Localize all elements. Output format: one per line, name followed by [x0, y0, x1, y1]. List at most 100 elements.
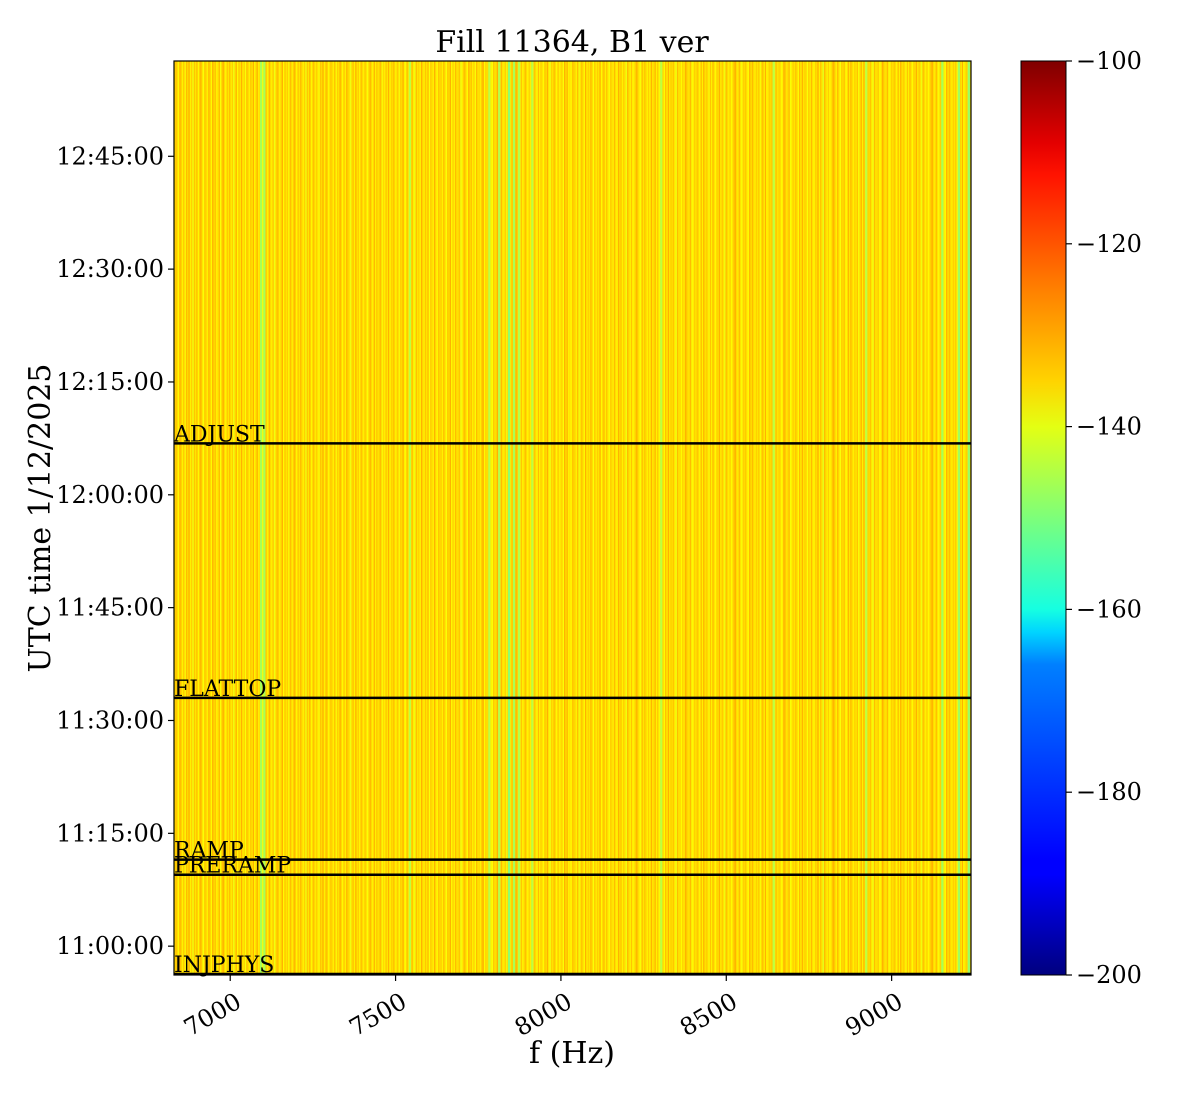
heatmap-band: [181, 61, 184, 975]
heatmap-band: [462, 61, 465, 975]
heatmap-band: [470, 61, 473, 975]
heatmap-band: [818, 61, 821, 975]
heatmap-band: [596, 61, 599, 975]
heatmap-band: [192, 61, 195, 975]
heatmap-band: [816, 61, 818, 975]
heatmap-band: [319, 61, 322, 975]
heatmap-band: [679, 61, 682, 975]
heatmap-band: [671, 61, 674, 975]
heatmap-band: [300, 61, 302, 975]
heatmap-band: [776, 61, 779, 975]
heatmap-band: [363, 61, 365, 975]
heatmap-band: [466, 61, 469, 975]
heatmap-band: [835, 61, 838, 975]
heatmap-band: [669, 61, 671, 975]
heatmap-band: [301, 61, 304, 975]
heatmap-band: [393, 61, 395, 975]
heatmap-band: [889, 61, 892, 975]
heatmap-band: [813, 61, 816, 975]
heatmap-band: [389, 61, 392, 975]
heatmap-band: [662, 61, 665, 975]
heatmap-band: [910, 61, 913, 975]
heatmap-band: [934, 61, 936, 975]
heatmap-band: [850, 61, 852, 975]
heatmap-band: [695, 61, 697, 975]
heatmap-band: [777, 61, 780, 975]
heatmap-band: [475, 61, 478, 975]
heatmap-band: [599, 61, 602, 975]
heatmap-band: [918, 61, 921, 975]
heatmap-band: [931, 61, 934, 975]
heatmap-band: [751, 61, 754, 975]
heatmap-band: [344, 61, 347, 975]
heatmap-band: [277, 61, 280, 975]
heatmap-band: [645, 61, 648, 975]
heatmap-band: [292, 61, 294, 975]
heatmap-band: [502, 61, 504, 975]
heatmap-band: [566, 61, 569, 975]
heatmap-band: [732, 61, 734, 975]
heatmap-band: [838, 61, 841, 975]
heatmap-band: [961, 61, 964, 975]
heatmap-band: [524, 61, 527, 975]
heatmap-band: [289, 61, 292, 975]
heatmap-band: [624, 61, 627, 975]
heatmap-band: [718, 61, 721, 975]
heatmap-band: [804, 61, 806, 975]
heatmap-band: [629, 61, 632, 975]
heatmap-band: [658, 61, 661, 975]
heatmap-band-low: [660, 61, 663, 975]
heatmap-band: [649, 61, 652, 975]
heatmap-band: [722, 61, 725, 975]
heatmap-band-low: [488, 61, 491, 975]
heatmap-band: [881, 61, 884, 975]
heatmap-band: [735, 61, 738, 975]
heatmap-band: [709, 61, 712, 975]
heatmap-band: [724, 61, 726, 975]
heatmap-band: [537, 61, 540, 975]
colorbar-ticks: −100 −120 −140 −160 −180 −200: [1066, 47, 1142, 989]
heatmap-band: [602, 61, 604, 975]
heatmap-band: [730, 61, 733, 975]
heatmap-band: [743, 61, 746, 975]
heatmap-band: [666, 61, 669, 975]
heatmap-band: [281, 61, 284, 975]
heatmap-band: [759, 61, 762, 975]
heatmap-band: [403, 61, 406, 975]
heatmap-band: [196, 61, 199, 975]
heatmap-band: [175, 61, 178, 975]
heatmap-band: [764, 61, 767, 975]
heatmap-band: [209, 61, 212, 975]
heatmap-band: [197, 61, 200, 975]
heatmap-band: [946, 61, 948, 975]
heatmap-band: [754, 61, 757, 975]
heatmap-band: [415, 61, 418, 975]
heatmap-band: [335, 61, 338, 975]
heatmap-band: [322, 61, 325, 975]
heatmap-band: [343, 61, 346, 975]
heatmap-band: [607, 61, 609, 975]
heatmap-band: [422, 61, 424, 975]
heatmap-band: [349, 61, 352, 975]
heatmap-band: [965, 61, 968, 975]
heatmap-band: [391, 61, 394, 975]
heatmap-band: [900, 61, 902, 975]
heatmap-band: [445, 61, 448, 975]
heatmap-band: [431, 61, 434, 975]
heatmap-band: [195, 61, 197, 975]
x-tick-label: 8500: [675, 987, 742, 1042]
heatmap-band: [894, 61, 897, 975]
heatmap-band: [883, 61, 885, 975]
heatmap-band: [712, 61, 715, 975]
heatmap-band: [956, 61, 959, 975]
heatmap-band: [407, 61, 410, 975]
heatmap-band: [682, 61, 684, 975]
heatmap-band: [741, 61, 743, 975]
heatmap-band: [892, 61, 894, 975]
heatmap-band: [915, 61, 918, 975]
heatmap-band: [449, 61, 452, 975]
heatmap-band: [628, 61, 631, 975]
y-tick-label: 12:15:00: [56, 368, 164, 396]
heatmap-band: [675, 61, 678, 975]
plot-frame: [173, 60, 972, 976]
